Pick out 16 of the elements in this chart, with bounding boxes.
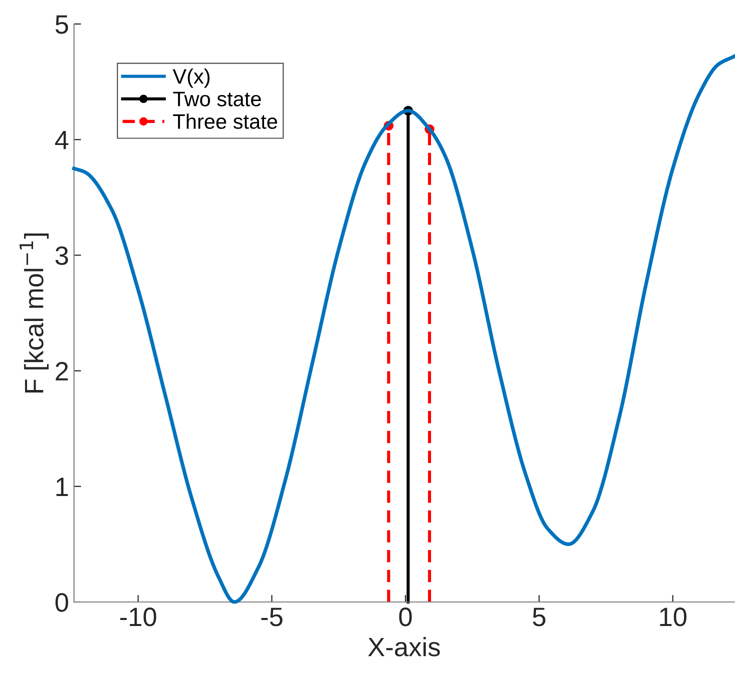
x-axis-title: X-axis	[368, 637, 440, 656]
y-tick-label: 3	[55, 246, 68, 266]
y-tick-label: 4	[55, 131, 68, 150]
x-tick-label: 0	[399, 608, 412, 626]
legend-label: Three state	[173, 114, 278, 129]
y-tick-label: 1	[56, 478, 68, 496]
x-tick-label: -5	[261, 608, 282, 626]
y-tick-label: 0	[55, 593, 68, 612]
y-tick-label: 5	[56, 15, 68, 34]
legend-label: Two state	[173, 92, 261, 106]
legend-label: V(x)	[172, 68, 210, 88]
x-tick-label: 5	[532, 608, 546, 626]
y-tick-label: 2	[56, 362, 68, 380]
x-tick-label: 10	[660, 608, 686, 626]
x-tick-label: -10	[120, 608, 156, 626]
y-axis-title: F [kcal mol$^{−1}$]	[20, 233, 49, 393]
